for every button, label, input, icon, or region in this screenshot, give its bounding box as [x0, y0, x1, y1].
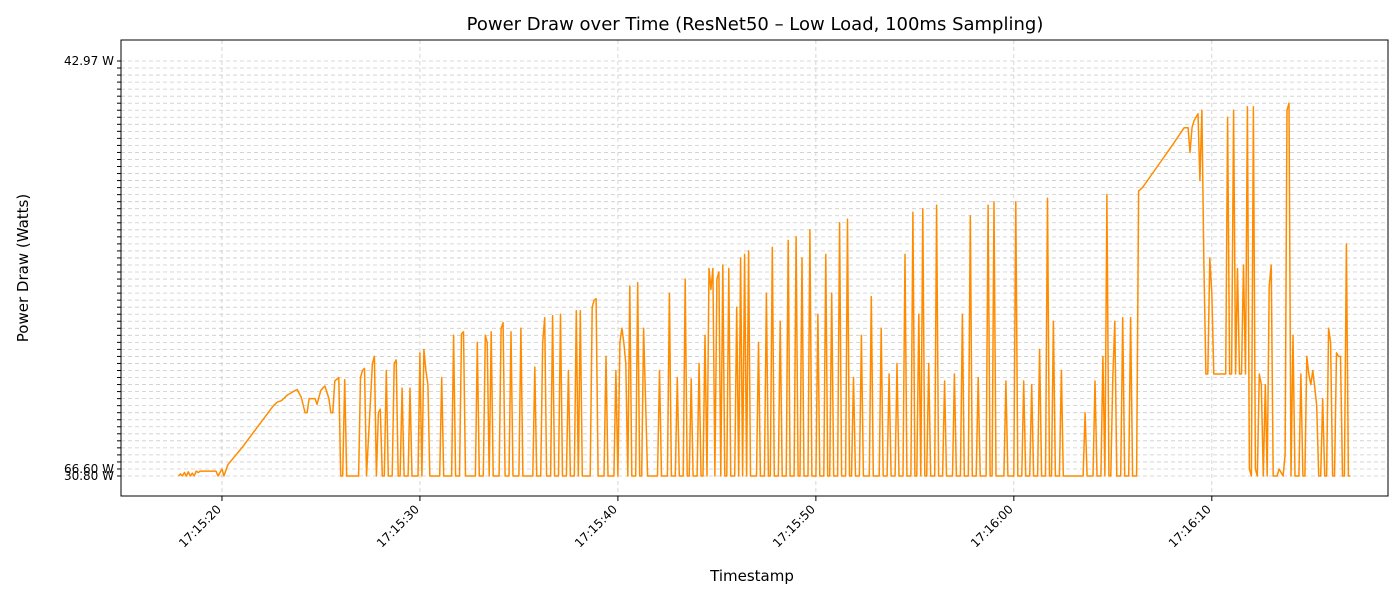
y-axis-label: Power Draw (Watts)	[14, 194, 32, 342]
plot-frame	[120, 39, 1389, 497]
line-layer	[177, 102, 1351, 477]
grid-layer	[121, 40, 1388, 496]
chart-title: Power Draw over Time (ResNet50 – Low Loa…	[467, 14, 1044, 35]
y-tick-label: 42.97 W	[64, 54, 114, 68]
power-series-line	[177, 102, 1351, 477]
y-tick-layer: 30.80 W66.60 W 42.97 W	[64, 54, 121, 483]
x-axis-label: Timestamp	[709, 567, 794, 585]
y-tick-label: 30.80 W	[64, 469, 114, 483]
y-tick-label: 66.60 W	[64, 462, 114, 476]
